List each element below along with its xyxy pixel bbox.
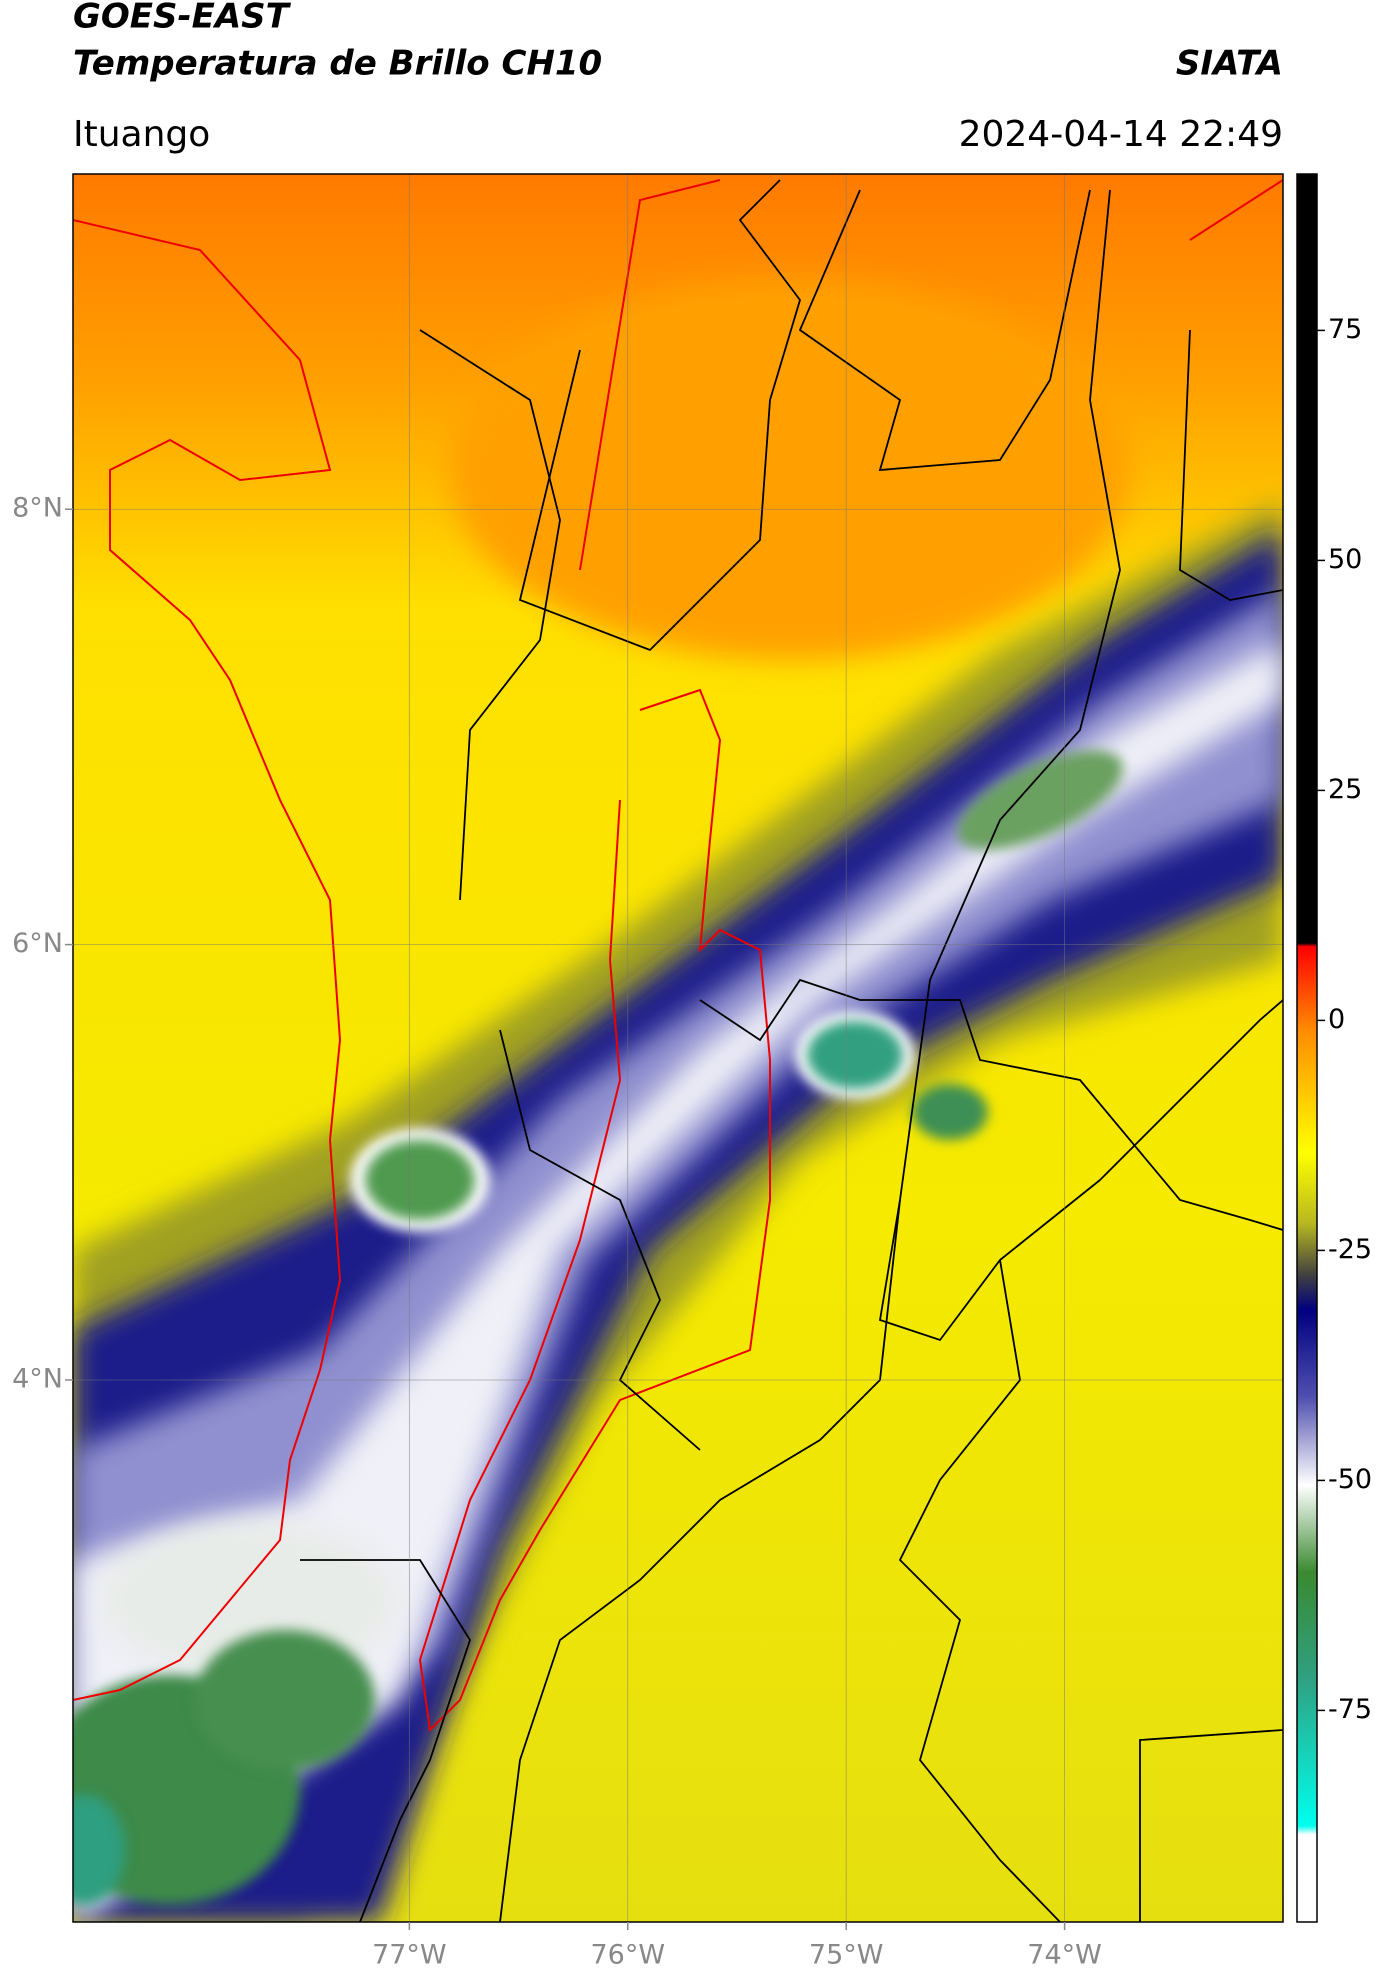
- x-tick-label: 75°W: [809, 1940, 884, 1971]
- map-frame: [72, 173, 1284, 1923]
- x-tick-label: 74°W: [1027, 1940, 1102, 1971]
- x-tick-label: 76°W: [590, 1940, 665, 1971]
- x-tick-label: 77°W: [372, 1940, 447, 1971]
- datetime: 2024-04-14 22:49: [959, 114, 1283, 155]
- colorbar-tick-label: 0: [1328, 1004, 1345, 1035]
- subtitle: Temperatura de Brillo CH10: [73, 44, 602, 84]
- y-tick-label: 6°N: [12, 928, 63, 959]
- colorbar-tick-label: 50: [1328, 544, 1362, 575]
- colorbar-tick-label: 75: [1328, 314, 1362, 345]
- colorbar: [1296, 173, 1318, 1923]
- colorbar-tick-label: -75: [1328, 1694, 1372, 1725]
- satellite-image: [73, 174, 1283, 1922]
- grid: [73, 174, 1283, 1922]
- brand: SIATA: [1176, 44, 1283, 84]
- colorbar-tick-label: -25: [1328, 1234, 1372, 1265]
- title: GOES-EAST: [73, 0, 292, 37]
- y-tick-label: 4°N: [12, 1363, 63, 1394]
- colorbar-tick-label: 25: [1328, 774, 1362, 805]
- colorbar-tick-label: -50: [1328, 1464, 1372, 1495]
- y-tick-label: 8°N: [12, 493, 63, 524]
- location: Ituango: [73, 114, 210, 155]
